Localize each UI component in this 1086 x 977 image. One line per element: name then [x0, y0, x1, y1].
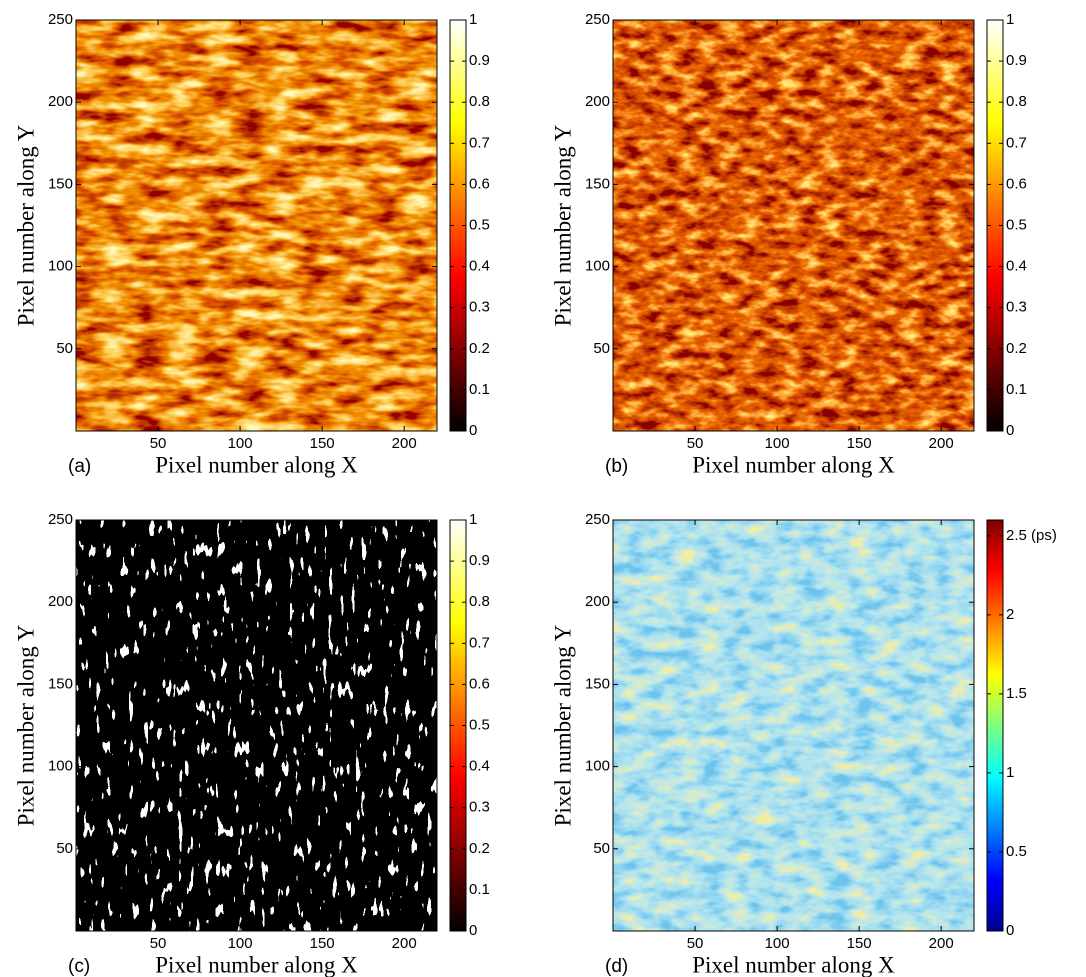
- y-tick-label: 250: [585, 511, 610, 528]
- x-tick-label: 50: [687, 935, 704, 952]
- x-tick-label: 150: [310, 435, 335, 452]
- y-tick-label: 50: [593, 840, 610, 857]
- y-tick-label: 150: [585, 675, 610, 692]
- colorbar: [986, 519, 1004, 932]
- colorbar-tick-label: 1: [469, 511, 477, 528]
- colorbar-tick-label: 0.2: [469, 840, 490, 857]
- y-tick-label: 200: [585, 93, 610, 110]
- colorbar-tick-label: 1.5: [1006, 685, 1027, 702]
- x-tick-label: 200: [392, 935, 417, 952]
- panel-label: (c): [68, 956, 90, 977]
- axes-frame: [612, 19, 975, 432]
- x-tick-label: 100: [228, 435, 253, 452]
- heatmap-image: [76, 20, 437, 431]
- x-tick-label: 50: [150, 935, 167, 952]
- colorbar-tick-label: 1: [469, 11, 477, 28]
- colorbar-tick-label: 2: [1006, 606, 1014, 623]
- colorbar-tick-label: 0.3: [469, 299, 490, 316]
- heatmap-image: [76, 520, 437, 931]
- x-tick-label: 100: [228, 935, 253, 952]
- colorbar-tick-label: 0.2: [1006, 340, 1027, 357]
- y-tick-label: 200: [48, 93, 73, 110]
- y-tick-label: 50: [56, 340, 73, 357]
- colorbar-tick-label: 0.4: [469, 258, 490, 275]
- x-tick-label: 150: [847, 935, 872, 952]
- colorbar-tick-label: 0.4: [469, 758, 490, 775]
- x-tick-label: 150: [310, 935, 335, 952]
- y-axis-label: Pixel number along Y: [13, 124, 38, 326]
- colorbar-tick-label: 0.8: [469, 593, 490, 610]
- y-tick-label: 250: [48, 11, 73, 28]
- colorbar-tick-label: 0: [1006, 922, 1014, 939]
- y-tick-label: 100: [48, 258, 73, 275]
- colorbar-tick-label: 0.6: [1006, 175, 1027, 192]
- axes-frame: [75, 519, 438, 932]
- y-tick-label: 100: [585, 758, 610, 775]
- colorbar-tick-label: 0.9: [469, 52, 490, 69]
- x-axis-label: Pixel number along X: [155, 452, 358, 477]
- colorbar-tick-label: 0.5: [1006, 216, 1027, 233]
- y-tick-label: 250: [585, 11, 610, 28]
- y-tick-label: 150: [48, 675, 73, 692]
- y-tick-label: 50: [56, 840, 73, 857]
- x-tick-label: 200: [929, 435, 954, 452]
- colorbar-tick-label: 0.5: [469, 716, 490, 733]
- colorbar-tick-label: 0.6: [469, 175, 490, 192]
- y-axis-label: Pixel number along Y: [550, 124, 575, 326]
- y-tick-label: 200: [585, 593, 610, 610]
- y-axis-label: Pixel number along Y: [550, 624, 575, 826]
- y-axis-label: Pixel number along Y: [13, 624, 38, 826]
- colorbar-tick-label: 0.8: [469, 93, 490, 110]
- colorbar-tick-label: 2.5 (ps): [1006, 527, 1057, 544]
- colorbar-tick-label: 0: [1006, 422, 1014, 439]
- colorbar-tick-label: 0.8: [1006, 93, 1027, 110]
- heatmap-image: [613, 520, 974, 931]
- colorbar-tick-label: 0.4: [1006, 258, 1027, 275]
- colorbar-tick-label: 0.1: [469, 881, 490, 898]
- x-tick-label: 150: [847, 435, 872, 452]
- y-tick-label: 200: [48, 593, 73, 610]
- x-tick-label: 50: [687, 435, 704, 452]
- colorbar-tick-label: 0.7: [469, 134, 490, 151]
- colorbar-tick-label: 0.7: [1006, 134, 1027, 151]
- y-tick-label: 150: [48, 175, 73, 192]
- colorbar-tick-label: 0.1: [469, 381, 490, 398]
- panel-label: (d): [605, 956, 628, 977]
- x-tick-label: 50: [150, 435, 167, 452]
- heatmap-image: [613, 20, 974, 431]
- colorbar-tick-label: 0.7: [469, 634, 490, 651]
- x-axis-label: Pixel number along X: [692, 452, 895, 477]
- y-tick-label: 50: [593, 340, 610, 357]
- colorbar-tick-label: 0.5: [469, 216, 490, 233]
- y-tick-label: 250: [48, 511, 73, 528]
- panel-label: (a): [68, 456, 91, 477]
- colorbar-tick-label: 0: [469, 922, 477, 939]
- colorbar-tick-label: 1: [1006, 11, 1014, 28]
- colorbar-tick-label: 0.1: [1006, 381, 1027, 398]
- axes-frame: [612, 519, 975, 932]
- x-tick-label: 200: [929, 935, 954, 952]
- colorbar-tick-label: 0.6: [469, 675, 490, 692]
- colorbar-tick-label: 0.3: [469, 799, 490, 816]
- x-tick-label: 100: [765, 935, 790, 952]
- y-tick-label: 100: [48, 758, 73, 775]
- x-axis-label: Pixel number along X: [692, 952, 895, 977]
- colorbar-tick-label: 0.9: [469, 552, 490, 569]
- panel-label: (b): [605, 456, 628, 477]
- colorbar-tick-label: 0.9: [1006, 52, 1027, 69]
- x-tick-label: 200: [392, 435, 417, 452]
- colorbar-tick-label: 0.5: [1006, 843, 1027, 860]
- y-tick-label: 100: [585, 258, 610, 275]
- x-axis-label: Pixel number along X: [155, 952, 358, 977]
- x-tick-label: 100: [765, 435, 790, 452]
- y-tick-label: 150: [585, 175, 610, 192]
- colorbar-tick-label: 0: [469, 422, 477, 439]
- colorbar-tick-label: 1: [1006, 764, 1014, 781]
- colorbar-tick-label: 0.3: [1006, 299, 1027, 316]
- axes-frame: [75, 19, 438, 432]
- colorbar-tick-label: 0.2: [469, 340, 490, 357]
